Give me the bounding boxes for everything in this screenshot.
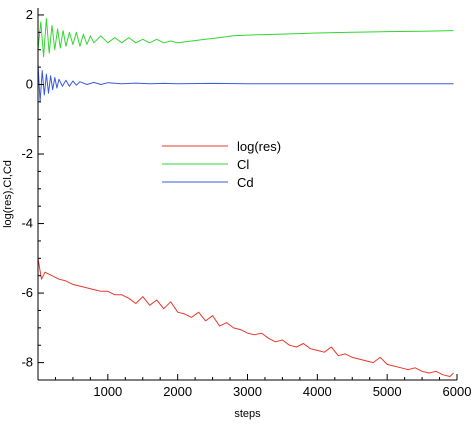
legend-label: Cl <box>237 157 249 172</box>
y-tick-label: -8 <box>21 355 33 370</box>
legend: log(res) Cl Cd <box>162 139 281 190</box>
x-tick-label: 6000 <box>443 384 472 399</box>
x-tick-label: 5000 <box>373 384 402 399</box>
legend-label: log(res) <box>237 139 281 154</box>
x-tick-label: 4000 <box>303 384 332 399</box>
y-tick-label: -6 <box>21 285 33 300</box>
y-tick-label: 2 <box>26 7 33 22</box>
x-tick-label: 2000 <box>163 384 192 399</box>
x-tick-label: 3000 <box>233 384 262 399</box>
legend-label: Cd <box>237 175 254 190</box>
y-tick-label: 0 <box>26 76 33 91</box>
series-line-2 <box>37 63 454 103</box>
y-axis-title: log(res),Cl,Cd <box>2 160 14 228</box>
x-tick-label: 1000 <box>93 384 122 399</box>
x-axis-title: steps <box>234 408 261 420</box>
axes: 2 0 -2 -4 -6 -8 1000 2000 3000 4000 5000 6000 <box>21 7 471 399</box>
y-tick-label: -2 <box>21 146 33 161</box>
plot-area <box>37 17 454 377</box>
series-line-1 <box>37 17 454 58</box>
y-tick-label: -4 <box>21 216 33 231</box>
series-line-0 <box>37 258 454 377</box>
